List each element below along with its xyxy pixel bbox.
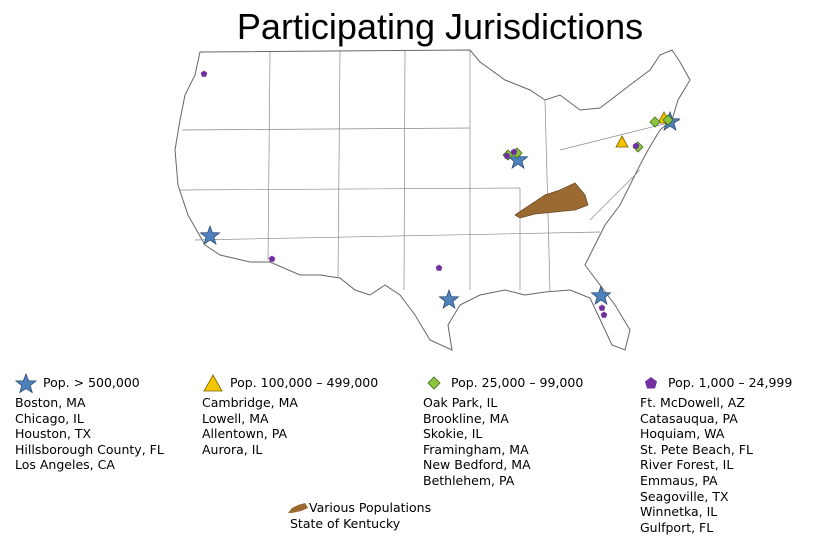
legend-heading: Pop. > 500,000	[15, 373, 164, 393]
legend-group: Various Populations State of Kentucky	[287, 500, 431, 531]
jurisdiction: Boston, MA	[15, 395, 86, 410]
us-outline	[174, 49, 691, 351]
jurisdiction: New Bedford, MA	[423, 457, 531, 473]
jurisdiction: Los Angeles, CA	[15, 457, 115, 473]
legend-group: Pop. > 500,000 Boston, MA Chicago, IL Houst…	[15, 373, 164, 473]
jurisdiction: Chicago, IL	[15, 410, 84, 426]
jurisdiction: Bethlehem, PA	[423, 472, 515, 488]
jurisdiction: Seagoville, TX	[640, 488, 729, 504]
jurisdiction: State of Kentucky	[290, 515, 401, 531]
legend-icon	[427, 376, 441, 390]
legend-icon	[645, 377, 657, 389]
legend-group: Pop. 25,000 – 99,000 Oak Park, IL Brooklin…	[423, 373, 583, 489]
jurisdiction: Winnetka, IL	[640, 504, 718, 520]
jurisdiction: Lowell, MA	[202, 410, 269, 426]
jurisdiction: Emmaus, PA	[640, 472, 718, 488]
jurisdiction: Oak Park, IL	[423, 395, 498, 410]
jurisdiction: Catasauqua, PA	[640, 410, 738, 426]
jurisdiction: Gulfport, FL	[640, 519, 714, 535]
jurisdiction: Cambridge, MA	[202, 395, 298, 410]
jurisdiction: St. Pete Beach, FL	[640, 441, 753, 457]
legend-icon	[15, 373, 37, 393]
legend-icon	[288, 502, 308, 513]
legend-heading: Pop. 25,000 – 99,000	[423, 373, 583, 393]
jurisdiction: Brookline, MA	[423, 410, 509, 426]
jurisdiction: Allentown, PA	[202, 426, 288, 442]
jurisdiction: Ft. McDowell, AZ	[640, 395, 745, 410]
jurisdiction: Aurora, IL	[202, 441, 263, 457]
kentucky	[514, 182, 589, 219]
legend-label: Pop. 25,000 – 99,000	[451, 375, 584, 391]
jurisdiction: Skokie, IL	[423, 426, 483, 442]
jurisdiction: Hillsborough County, FL	[15, 441, 164, 457]
jurisdiction: River Forest, IL	[640, 457, 734, 473]
legend-group: Pop. 1,000 – 24,999 Ft. McDowell, AZ Catas…	[640, 373, 792, 535]
legend-label: Pop. 100,000 – 499,000	[230, 375, 379, 391]
jurisdiction: Framingham, MA	[423, 441, 529, 457]
jurisdiction: Hoquiam, WA	[640, 426, 725, 442]
title: Participating Jurisdictions	[236, 6, 644, 47]
legend-group: Pop. 100,000 – 499,000 Cambridge, MA Lowel…	[202, 373, 378, 457]
legend-label: Pop. 1,000 – 24,999	[668, 375, 793, 391]
legend-label: Pop. > 500,000	[43, 375, 140, 391]
legend-heading: Various Populations	[287, 500, 431, 516]
legend-label: Various Populations	[309, 500, 432, 515]
legend-icon	[203, 374, 223, 392]
legend-heading: Pop. 1,000 – 24,999	[640, 373, 792, 393]
jurisdiction: Houston, TX	[15, 426, 92, 442]
legend-heading: Pop. 100,000 – 499,000	[202, 373, 378, 393]
